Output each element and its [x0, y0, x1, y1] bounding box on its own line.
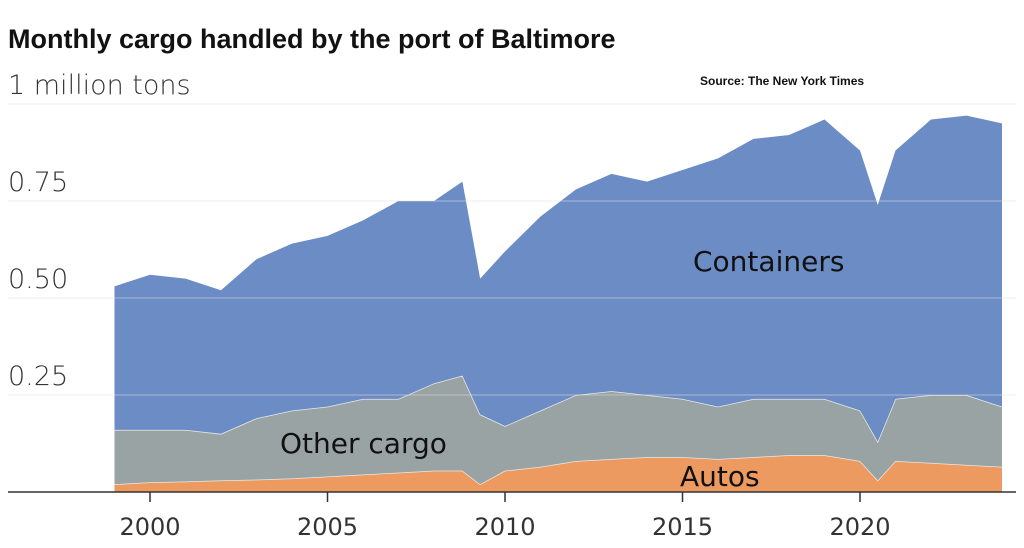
x-tick-label: 2010: [474, 513, 535, 541]
area-other-cargo: [114, 375, 1002, 485]
area-containers: [114, 115, 1002, 442]
series-label-other-cargo: Other cargo: [280, 427, 447, 460]
chart-title: Monthly cargo handled by the port of Bal…: [8, 24, 616, 54]
x-axis-ticks: 2000 2005 2010 2015 2020: [119, 492, 891, 541]
area-autos: [114, 455, 1002, 492]
chart-source: Source: The New York Times: [700, 74, 864, 88]
y-axis-ticks: 0.25 0.50 0.75 1 million tons: [8, 70, 191, 392]
x-tick-label: 2015: [652, 513, 713, 541]
areas-layer: [114, 115, 1003, 492]
series-label-autos: Autos: [680, 460, 760, 493]
gridlines: [8, 103, 1016, 396]
y-tick-label: 0.50: [8, 264, 68, 295]
x-tick-label: 2020: [829, 513, 890, 541]
x-tick-label: 2005: [297, 513, 358, 541]
y-tick-label: 1 million tons: [8, 70, 191, 101]
y-tick-label: 0.75: [8, 167, 68, 198]
series-label-containers: Containers: [693, 245, 844, 278]
y-tick-label: 0.25: [8, 361, 68, 392]
x-tick-label: 2000: [119, 513, 180, 541]
